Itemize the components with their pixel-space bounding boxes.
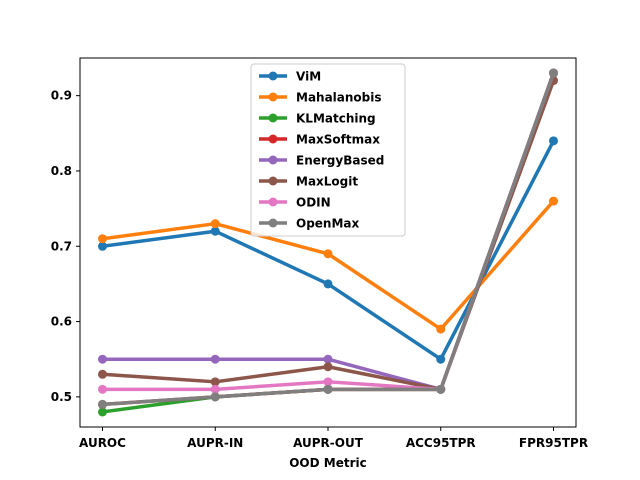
y-tick-label: 0.6	[51, 315, 72, 329]
series-openmax	[98, 68, 558, 409]
y-tick-label: 0.9	[51, 89, 72, 103]
legend-swatch-marker	[268, 176, 278, 186]
legend-item: ODIN	[259, 196, 331, 210]
y-ticks: 0.5 0.6 0.7 0.8 0.9	[51, 89, 80, 404]
x-ticks: AUROC AUPR-IN AUPR-OUT ACC95TPR FPR95TPR	[79, 427, 588, 450]
data-point	[210, 377, 220, 387]
legend-swatch-marker	[268, 218, 278, 228]
data-point	[549, 196, 558, 206]
data-point	[210, 226, 220, 236]
legend-swatch-marker	[268, 197, 278, 207]
x-tick-label: FPR95TPR	[519, 436, 588, 450]
data-point	[549, 68, 558, 78]
legend-frame	[250, 63, 406, 237]
legend-item: MaxSoftmax	[259, 133, 380, 147]
legend-label: Mahalanobis	[296, 91, 382, 105]
data-point	[323, 249, 333, 259]
y-tick-label: 0.7	[51, 239, 72, 253]
x-tick-label: ACC95TPR	[406, 436, 476, 450]
legend-label: OpenMax	[296, 217, 360, 231]
x-axis-label: OOD Metric	[289, 456, 367, 470]
legend-item: MaxLogit	[259, 175, 358, 189]
data-point	[323, 362, 333, 372]
legend: ViM Mahalanobis KLMatching MaxSoftmax Energy…	[250, 63, 406, 237]
y-tick-label: 0.5	[51, 390, 72, 404]
data-point	[98, 241, 107, 251]
legend-swatch-marker	[268, 155, 278, 165]
data-point	[210, 392, 220, 402]
data-point	[98, 369, 107, 379]
data-point	[210, 219, 220, 229]
series-layer	[98, 68, 558, 417]
legend-item: KLMatching	[259, 112, 376, 126]
legend-label: KLMatching	[296, 112, 376, 126]
legend-item: Mahalanobis	[259, 91, 382, 105]
legend-item: OpenMax	[259, 217, 360, 231]
data-point	[98, 399, 107, 409]
data-point	[323, 384, 333, 394]
legend-item: ViM	[259, 70, 321, 84]
legend-label: ODIN	[296, 196, 331, 210]
legend-swatch-marker	[268, 71, 278, 81]
data-point	[323, 377, 333, 387]
data-point	[549, 136, 558, 146]
x-tick-label: AUPR-IN	[187, 436, 243, 450]
legend-label: MaxSoftmax	[296, 133, 380, 147]
legend-item: EnergyBased	[259, 154, 384, 168]
data-point	[323, 279, 333, 289]
plot-area-frame	[79, 57, 577, 428]
data-point	[98, 407, 107, 417]
data-point	[98, 354, 107, 364]
legend-swatch-marker	[268, 134, 278, 144]
legend-label: MaxLogit	[296, 175, 358, 189]
legend-swatch-marker	[268, 92, 278, 102]
data-point	[98, 234, 107, 244]
x-tick-label: AUROC	[79, 436, 126, 450]
data-point	[436, 354, 446, 364]
y-tick-label: 0.8	[51, 164, 72, 178]
data-point	[436, 384, 446, 394]
legend-label: ViM	[296, 70, 321, 84]
legend-swatch-marker	[268, 113, 278, 123]
data-point	[436, 324, 446, 334]
data-point	[323, 354, 333, 364]
legend-label: EnergyBased	[296, 154, 384, 168]
x-tick-label: AUPR-OUT	[293, 436, 364, 450]
data-point	[210, 384, 220, 394]
data-point	[210, 354, 220, 364]
data-point	[98, 384, 107, 394]
